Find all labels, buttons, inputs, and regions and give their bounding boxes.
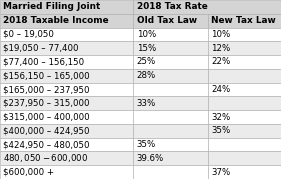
- Text: $165,000 – 237,950: $165,000 – 237,950: [3, 85, 90, 94]
- Text: 10%: 10%: [137, 30, 156, 39]
- Text: $19,050 – 77,400: $19,050 – 77,400: [3, 44, 79, 53]
- Bar: [208, 151, 281, 165]
- Bar: [0, 165, 133, 179]
- Bar: [208, 110, 281, 124]
- Bar: [208, 165, 281, 179]
- Bar: [133, 83, 208, 96]
- Bar: [208, 55, 281, 69]
- Bar: [0, 110, 133, 124]
- Bar: [133, 138, 208, 151]
- Bar: [133, 28, 208, 41]
- Text: 32%: 32%: [211, 113, 231, 122]
- Bar: [133, 96, 208, 110]
- Text: Old Tax Law: Old Tax Law: [137, 16, 197, 25]
- Bar: [208, 41, 281, 55]
- Text: $600,000 +: $600,000 +: [3, 168, 55, 177]
- Text: 39.6%: 39.6%: [137, 154, 164, 163]
- Text: New Tax Law: New Tax Law: [211, 16, 276, 25]
- Text: 33%: 33%: [137, 99, 156, 108]
- Text: $237,950 – 315,000: $237,950 – 315,000: [3, 99, 90, 108]
- Bar: [0, 14, 133, 28]
- Text: 2018 Tax Rate: 2018 Tax Rate: [137, 2, 208, 11]
- Bar: [133, 110, 208, 124]
- Text: $480,050 - $600,000: $480,050 - $600,000: [3, 152, 89, 164]
- Text: $315,000 – 400,000: $315,000 – 400,000: [3, 113, 90, 122]
- Text: 12%: 12%: [211, 44, 231, 53]
- Text: $400,000 – 424,950: $400,000 – 424,950: [3, 126, 90, 135]
- Bar: [208, 14, 281, 28]
- Bar: [133, 55, 208, 69]
- Bar: [133, 165, 208, 179]
- Bar: [133, 69, 208, 83]
- Text: $0 – 19,050: $0 – 19,050: [3, 30, 54, 39]
- Text: Married Filing Joint: Married Filing Joint: [3, 2, 101, 11]
- Text: $77,400 – 156,150: $77,400 – 156,150: [3, 57, 85, 66]
- Bar: [208, 28, 281, 41]
- Bar: [133, 0, 281, 14]
- Text: 10%: 10%: [211, 30, 231, 39]
- Text: $424,950 – 480,050: $424,950 – 480,050: [3, 140, 90, 149]
- Bar: [0, 96, 133, 110]
- Bar: [208, 124, 281, 138]
- Text: 25%: 25%: [137, 57, 156, 66]
- Bar: [0, 41, 133, 55]
- Bar: [0, 28, 133, 41]
- Text: $156,150 – 165,000: $156,150 – 165,000: [3, 71, 90, 80]
- Bar: [133, 151, 208, 165]
- Bar: [133, 124, 208, 138]
- Text: 37%: 37%: [211, 168, 231, 177]
- Bar: [0, 55, 133, 69]
- Text: 35%: 35%: [137, 140, 156, 149]
- Bar: [208, 69, 281, 83]
- Text: 24%: 24%: [211, 85, 231, 94]
- Text: 22%: 22%: [211, 57, 231, 66]
- Bar: [0, 0, 133, 14]
- Text: 35%: 35%: [211, 126, 231, 135]
- Bar: [0, 124, 133, 138]
- Text: 15%: 15%: [137, 44, 156, 53]
- Bar: [0, 138, 133, 151]
- Bar: [0, 69, 133, 83]
- Bar: [0, 151, 133, 165]
- Bar: [133, 14, 208, 28]
- Text: 2018 Taxable Income: 2018 Taxable Income: [3, 16, 109, 25]
- Bar: [208, 138, 281, 151]
- Bar: [208, 96, 281, 110]
- Bar: [208, 83, 281, 96]
- Bar: [133, 41, 208, 55]
- Bar: [0, 83, 133, 96]
- Text: 28%: 28%: [137, 71, 156, 80]
